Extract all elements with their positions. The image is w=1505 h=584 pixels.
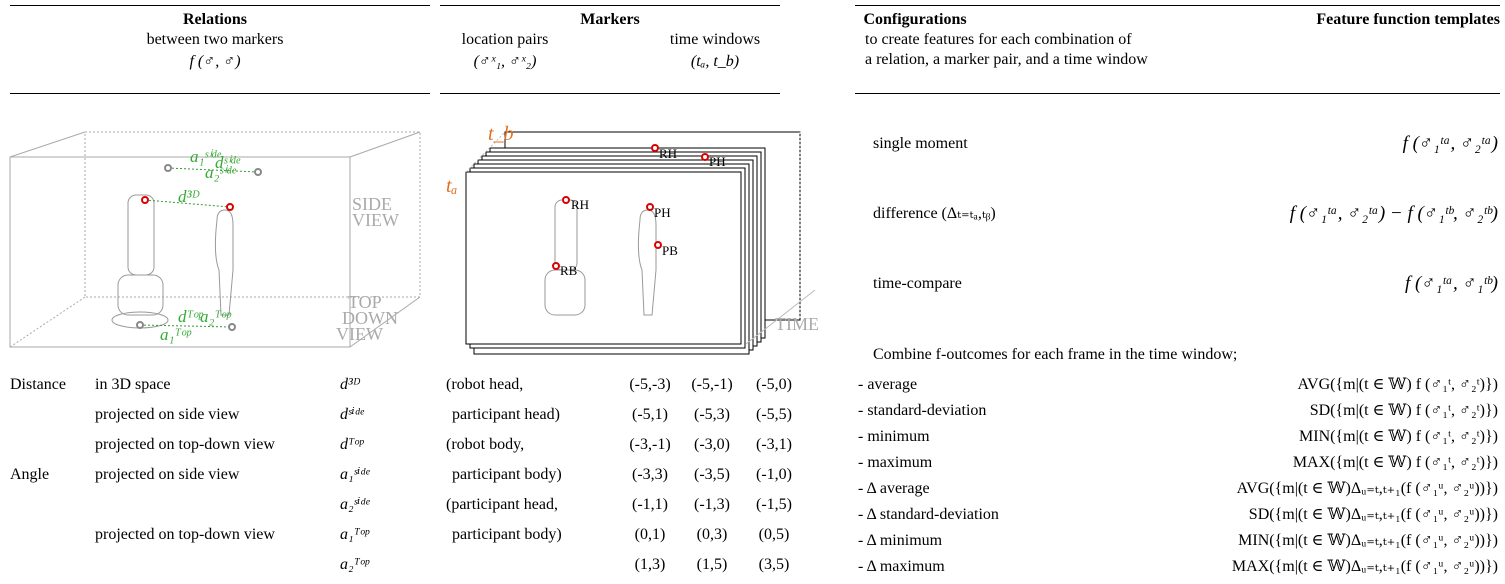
aggregate-label: - Δ minimum	[858, 532, 942, 550]
marker-label: PB	[662, 243, 678, 258]
time-window: (1,3)	[635, 556, 666, 574]
relation-label: a₂ˢⁱᵈᵉ	[205, 163, 236, 182]
time-window: (-5,-1)	[691, 376, 732, 394]
time-window: (-3,-1)	[629, 436, 670, 454]
marker-label: RB	[560, 263, 578, 278]
aggregate-formula: SD({m|(t ∈ 𝕎) f (♂₁ᵗ, ♂₂ᵗ)})	[1310, 402, 1498, 420]
aggregate-label: - Δ maximum	[858, 558, 945, 576]
marker-pair: (robot body,	[446, 436, 524, 454]
marker-label: PH	[654, 205, 671, 220]
time-window: (-1,5)	[756, 496, 792, 514]
aggregate-label: - standard-deviation	[858, 402, 986, 420]
relation-group: Angle	[10, 466, 49, 484]
time-window: (3,5)	[759, 556, 790, 574]
relation-group: Distance	[10, 376, 66, 394]
config-formula: f (♂₁ᵗᵃ, ♂₂ᵗᵃ)	[1403, 135, 1498, 153]
aggregate-formula: AVG({m|(t ∈ 𝕎)Δᵤ₌ₜ,ₜ₊₁(f (♂₁ᵘ, ♂₂ᵘ))})	[1237, 480, 1498, 498]
config-label: single moment	[873, 135, 968, 153]
marker-label: RH	[659, 146, 677, 161]
relation-symbol: a₂ᵀᵒᵖ	[340, 556, 369, 574]
time-window: (0,5)	[759, 526, 790, 544]
relation-symbol: a₂ˢⁱᵈᵉ	[340, 496, 369, 514]
time-window: (0,1)	[635, 526, 666, 544]
relation-symbol: d³ᴰ	[340, 376, 360, 394]
frame	[466, 132, 800, 354]
config-formula: f (♂₁ᵗᵃ, ♂₂ᵗᵃ) − f (♂₁ᵗᵇ, ♂₂ᵗᵇ)	[1290, 205, 1498, 223]
relation-symbol: a₁ˢⁱᵈᵉ	[340, 466, 369, 484]
aggregate-label: - average	[858, 376, 917, 394]
aggregate-label: - maximum	[858, 454, 932, 472]
relation-desc: projected on top-down view	[95, 436, 275, 454]
config-label: difference (Δₜ₌ₜₐ,ₜᵦ)	[873, 205, 996, 223]
time-window: (-1,0)	[756, 466, 792, 484]
aggregate-label: - Δ average	[858, 480, 930, 498]
relation-desc: projected on top-down view	[95, 526, 275, 544]
time-label: TIME	[775, 314, 819, 334]
time-window: (-5,1)	[632, 406, 668, 424]
relation-symbol: dˢⁱᵈᵉ	[340, 406, 364, 424]
time-window: (-1,1)	[632, 496, 668, 514]
aggregate-formula: MIN({m|(t ∈ 𝕎)Δᵤ₌ₜ,ₜ₊₁(f (♂₁ᵘ, ♂₂ᵘ))})	[1238, 532, 1498, 550]
relation-label: d³ᴰ	[178, 187, 200, 206]
relation-desc: projected on side view	[95, 466, 239, 484]
relation-symbol: a₁ᵀᵒᵖ	[340, 526, 369, 544]
marker-pair: participant body)	[452, 526, 562, 544]
time-window: (-1,3)	[694, 496, 730, 514]
time-window: (-5,0)	[756, 376, 792, 394]
marker-label: PH	[709, 154, 726, 169]
relation-symbol: dᵀᵒᵖ	[340, 436, 363, 454]
time-label: tₐ	[446, 175, 458, 197]
aggregate-formula: MAX({m|(t ∈ 𝕎) f (♂₁ᵗ, ♂₂ᵗ)})	[1293, 454, 1498, 472]
marker-pair: (participant head,	[446, 496, 558, 514]
aggregate-label: - Δ standard-deviation	[858, 506, 999, 524]
time-window: (-5,5)	[756, 406, 792, 424]
time-window: (1,5)	[697, 556, 728, 574]
time-label: t_b	[488, 123, 514, 145]
aggregate-formula: SD({m|(t ∈ 𝕎)Δᵤ₌ₜ,ₜ₊₁(f (♂₁ᵘ, ♂₂ᵘ))})	[1249, 506, 1498, 524]
time-window: (-3,1)	[756, 436, 792, 454]
marker-pair: participant body)	[452, 466, 562, 484]
time-window: (-5,-3)	[629, 376, 670, 394]
marker-label: RH	[571, 197, 589, 212]
view-label: VIEW	[352, 210, 399, 230]
time-window: (-3,5)	[694, 466, 730, 484]
figure: Relations between two markers f (♂, ♂) M…	[0, 0, 1505, 584]
relation-desc: projected on side view	[95, 406, 239, 424]
config-label: time-compare	[873, 275, 962, 293]
config-formula: f (♂₁ᵗᵃ, ♂₁ᵗᵇ)	[1405, 275, 1498, 293]
aggregate-formula: MAX({m|(t ∈ 𝕎)Δᵤ₌ₜ,ₜ₊₁(f (♂₁ᵘ, ♂₂ᵘ))})	[1232, 558, 1498, 576]
view-label: VIEW	[336, 324, 383, 344]
aggregate-label: - minimum	[858, 428, 930, 446]
relation-label: a₂ᵀᵒᵖ	[200, 307, 232, 326]
combine-text: Combine f-outcomes for each frame in the…	[873, 346, 1237, 364]
relation-label: a₁ᵀᵒᵖ	[160, 325, 192, 344]
marker-pair: participant head)	[452, 406, 560, 424]
time-window: (-5,3)	[694, 406, 730, 424]
time-window: (-3,3)	[632, 466, 668, 484]
time-window: (0,3)	[697, 526, 728, 544]
aggregate-formula: MIN({m|(t ∈ 𝕎) f (♂₁ᵗ, ♂₂ᵗ)})	[1299, 428, 1498, 446]
relation-desc: in 3D space	[95, 376, 171, 394]
marker-pair: (robot head,	[446, 376, 523, 394]
time-window: (-3,0)	[694, 436, 730, 454]
aggregate-formula: AVG({m|(t ∈ 𝕎) f (♂₁ᵗ, ♂₂ᵗ)})	[1298, 376, 1498, 394]
